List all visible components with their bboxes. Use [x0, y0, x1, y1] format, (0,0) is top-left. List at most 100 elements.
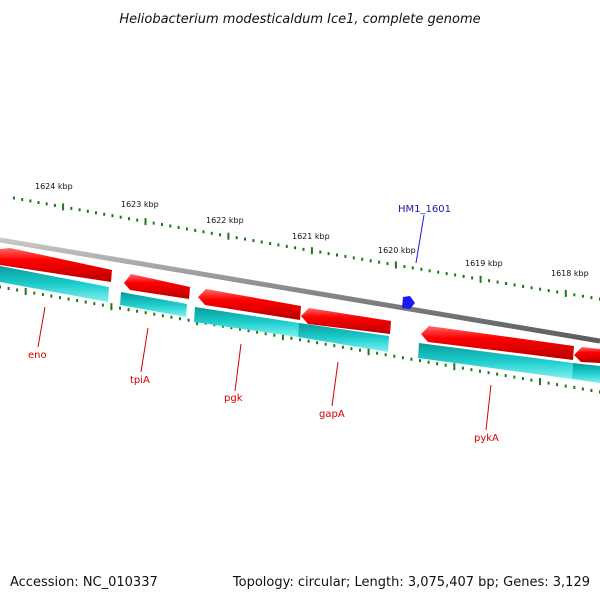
- scale-tick-minor: [161, 314, 164, 318]
- scale-tick-minor: [264, 332, 267, 336]
- gene-label-gapA[interactable]: gapA: [319, 409, 345, 420]
- scale-tick-minor: [316, 341, 319, 345]
- scale-label: 1621 kbp: [292, 232, 330, 241]
- gene-arrow-pykA[interactable]: [421, 326, 574, 360]
- scale-tick-minor: [119, 215, 122, 219]
- gene-label-pgk[interactable]: pgk: [224, 393, 243, 404]
- scale-tick-minor: [547, 289, 550, 293]
- scale-tick-minor: [350, 347, 353, 351]
- scale-tick-minor: [573, 293, 576, 297]
- cds-bar[interactable]: [298, 323, 389, 352]
- gene-arrow-pgk[interactable]: [198, 289, 301, 320]
- scale-tick-minor: [260, 240, 263, 244]
- scale-tick-minor: [573, 386, 576, 389]
- scale-tick-minor: [411, 266, 414, 270]
- scale-tick-minor: [307, 339, 310, 343]
- scale-tick-minor: [487, 371, 490, 375]
- scale-tick-minor: [581, 387, 584, 391]
- gene-arrow-eno[interactable]: [0, 248, 112, 282]
- scale-tick-minor: [496, 280, 499, 284]
- feature-label-hm1-1601[interactable]: HM1_1601: [398, 204, 451, 215]
- scale-tick-minor: [521, 377, 524, 381]
- scale-tick-minor: [378, 260, 381, 264]
- scale-tick-minor: [376, 351, 379, 355]
- scale-tick-minor: [247, 329, 250, 333]
- scale-tick-minor: [277, 243, 280, 247]
- cds-bar[interactable]: [418, 343, 573, 379]
- scale-tick-minor: [187, 318, 190, 322]
- genome-backbone: [0, 237, 600, 344]
- scale-tick-minor: [221, 324, 224, 328]
- scale-tick-minor: [239, 327, 241, 331]
- scale-tick-minor: [244, 237, 246, 241]
- scale-tick-minor: [179, 317, 181, 321]
- scale-tick-minor: [427, 360, 430, 364]
- scale-tick-minor: [479, 369, 481, 373]
- scale-tick-minor: [386, 262, 389, 266]
- gene-label-eno[interactable]: eno: [28, 350, 47, 361]
- scale-tick-minor: [119, 306, 121, 310]
- feature-marker-hm1-1601[interactable]: [402, 296, 415, 309]
- scale-label: 1622 kbp: [206, 216, 244, 225]
- scale-tick-minor: [556, 290, 559, 294]
- scale-tick-minor: [169, 224, 172, 228]
- scale-tick-minor: [359, 348, 361, 352]
- scale-tick-minor: [461, 366, 464, 370]
- scale-tick-major: [281, 333, 284, 341]
- scale-tick-minor: [45, 202, 48, 206]
- cds-bar[interactable]: [120, 292, 187, 317]
- scale-tick-minor: [37, 201, 40, 204]
- scale-tick-minor: [299, 338, 301, 342]
- scale-tick-minor: [290, 336, 293, 340]
- scale-tick-minor: [437, 270, 440, 274]
- cds-bar[interactable]: [0, 266, 109, 302]
- scale-tick-minor: [252, 239, 255, 243]
- scale-tick-major: [24, 288, 27, 295]
- cds-bar[interactable]: [194, 307, 299, 337]
- scale-tick-minor: [256, 330, 259, 334]
- scale-tick-minor: [436, 362, 439, 366]
- scale-tick-major: [310, 247, 313, 255]
- scale-tick-minor: [230, 326, 233, 330]
- scale-tick-minor: [170, 315, 173, 319]
- scale-tick-minor: [454, 273, 457, 277]
- genome-title: Heliobacterium modesticaldum Ice1, compl…: [119, 12, 480, 27]
- scale-tick-major: [227, 232, 230, 240]
- gene-arrow-gapA[interactable]: [301, 308, 391, 334]
- cds-bar[interactable]: [572, 363, 600, 383]
- scale-tick-minor: [344, 254, 347, 258]
- scale-tick-minor: [336, 253, 338, 257]
- gene-label-pykA[interactable]: pykA: [474, 433, 499, 444]
- scale-tick-minor: [590, 296, 593, 300]
- scale-tick-major: [110, 303, 113, 311]
- gene-arrow-partial[interactable]: [574, 347, 600, 363]
- scale-tick-minor: [420, 267, 423, 271]
- scale-tick-minor: [103, 212, 106, 216]
- scale-tick-minor: [496, 372, 499, 376]
- scale-tick-minor: [530, 286, 533, 290]
- scale-label: 1619 kbp: [465, 259, 503, 268]
- scale-tick-major: [539, 378, 541, 386]
- scale-tick-minor: [522, 284, 525, 288]
- scale-tick-minor: [78, 208, 81, 212]
- gene-arrow-tpiA[interactable]: [124, 274, 190, 299]
- scale-tick-minor: [505, 282, 508, 285]
- scale-tick-minor: [152, 221, 155, 225]
- scale-tick-minor: [530, 378, 533, 382]
- scale-tick-minor: [419, 359, 421, 363]
- scale-tick-minor: [444, 363, 447, 367]
- scale-tick-minor: [513, 283, 516, 287]
- scale-tick-minor: [488, 279, 491, 283]
- scale-tick-minor: [185, 227, 188, 231]
- scale-ruler-outer: [13, 196, 600, 301]
- scale-tick-minor: [59, 296, 61, 300]
- scale-tick-minor: [41, 293, 44, 297]
- scale-tick-minor: [53, 203, 56, 207]
- gene-label-tpiA[interactable]: tpiA: [130, 375, 150, 386]
- scale-tick-minor: [29, 199, 32, 203]
- scale-tick-minor: [324, 342, 327, 346]
- gene-leader-lines: [37, 306, 492, 431]
- scale-tick-minor: [319, 250, 322, 254]
- scale-tick-minor: [294, 246, 297, 250]
